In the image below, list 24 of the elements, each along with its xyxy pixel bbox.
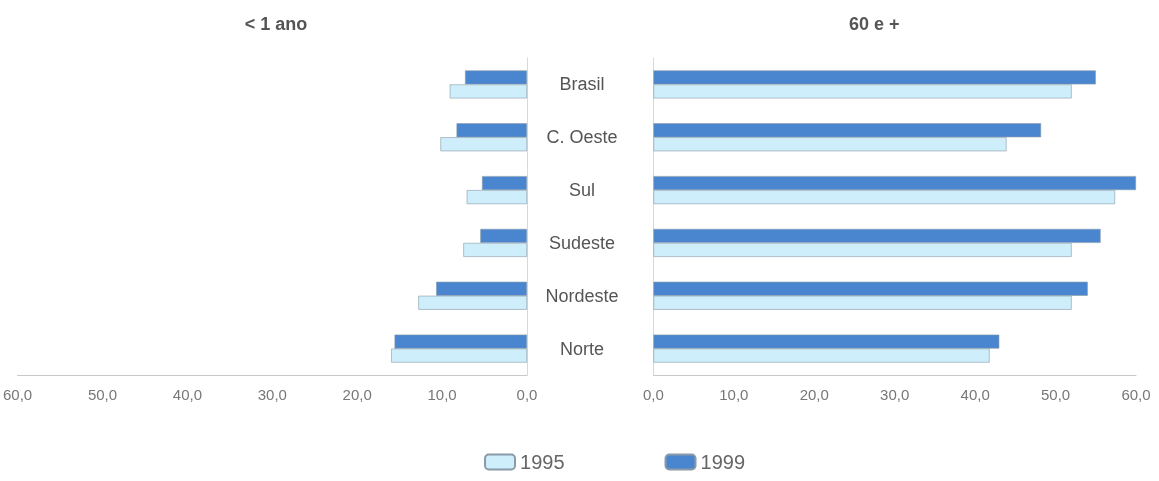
y-tick-label: Brasil <box>559 74 605 95</box>
y-tick-label: Sul <box>568 180 596 201</box>
x-tick-label: 10,0 <box>427 386 457 403</box>
x-tick-label: 40,0 <box>960 386 990 403</box>
x-tick-label: 0,0 <box>643 386 664 403</box>
x-tick-label: 10,0 <box>719 386 749 403</box>
x-tick-label: 0,0 <box>516 386 538 403</box>
x-tick-label: 60,0 <box>3 386 33 403</box>
y-tick-label: Nordeste <box>545 285 619 306</box>
x-tick-label: 40,0 <box>172 386 202 403</box>
x-tick-label: 30,0 <box>257 386 287 403</box>
x-tick-label: 60,0 <box>1121 386 1151 403</box>
legend-label: 1995 <box>520 451 565 473</box>
y-tick-label: Norte <box>559 338 605 359</box>
y-tick-label: C. Oeste <box>546 127 618 148</box>
x-tick-label: 20,0 <box>342 386 372 403</box>
chart-title: < 1 ano <box>244 14 308 34</box>
x-tick-label: 50,0 <box>1040 386 1071 403</box>
legend-label: 1999 <box>700 451 746 473</box>
y-tick-label: Sudeste <box>548 232 616 253</box>
x-tick-label: 50,0 <box>87 386 118 403</box>
x-tick-label: 20,0 <box>799 386 829 403</box>
x-tick-label: 30,0 <box>880 386 910 403</box>
chart-title: 60 e + <box>848 14 900 34</box>
